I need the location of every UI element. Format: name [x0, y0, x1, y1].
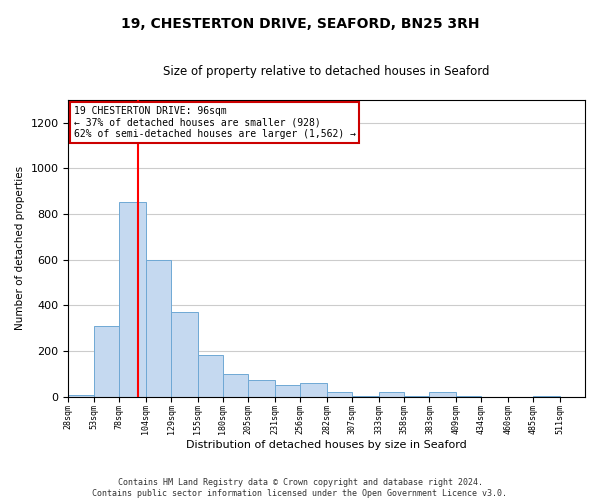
- Bar: [94, 326, 119, 397]
- Bar: [119, 202, 146, 397]
- Bar: [171, 312, 197, 397]
- Title: Size of property relative to detached houses in Seaford: Size of property relative to detached ho…: [163, 65, 490, 78]
- Text: Contains HM Land Registry data © Crown copyright and database right 2024.
Contai: Contains HM Land Registry data © Crown c…: [92, 478, 508, 498]
- Bar: [223, 374, 248, 397]
- Bar: [352, 396, 379, 397]
- Text: 19 CHESTERTON DRIVE: 96sqm
← 37% of detached houses are smaller (928)
62% of sem: 19 CHESTERTON DRIVE: 96sqm ← 37% of deta…: [74, 106, 356, 139]
- X-axis label: Distribution of detached houses by size in Seaford: Distribution of detached houses by size …: [187, 440, 467, 450]
- Bar: [248, 380, 275, 397]
- Bar: [68, 394, 94, 397]
- Bar: [456, 396, 481, 397]
- Bar: [300, 383, 327, 397]
- Bar: [379, 392, 404, 397]
- Bar: [275, 386, 300, 397]
- Text: 19, CHESTERTON DRIVE, SEAFORD, BN25 3RH: 19, CHESTERTON DRIVE, SEAFORD, BN25 3RH: [121, 18, 479, 32]
- Bar: [404, 396, 430, 397]
- Y-axis label: Number of detached properties: Number of detached properties: [15, 166, 25, 330]
- Bar: [533, 396, 560, 397]
- Bar: [327, 392, 352, 397]
- Bar: [146, 260, 171, 397]
- Bar: [430, 392, 456, 397]
- Bar: [197, 354, 223, 397]
